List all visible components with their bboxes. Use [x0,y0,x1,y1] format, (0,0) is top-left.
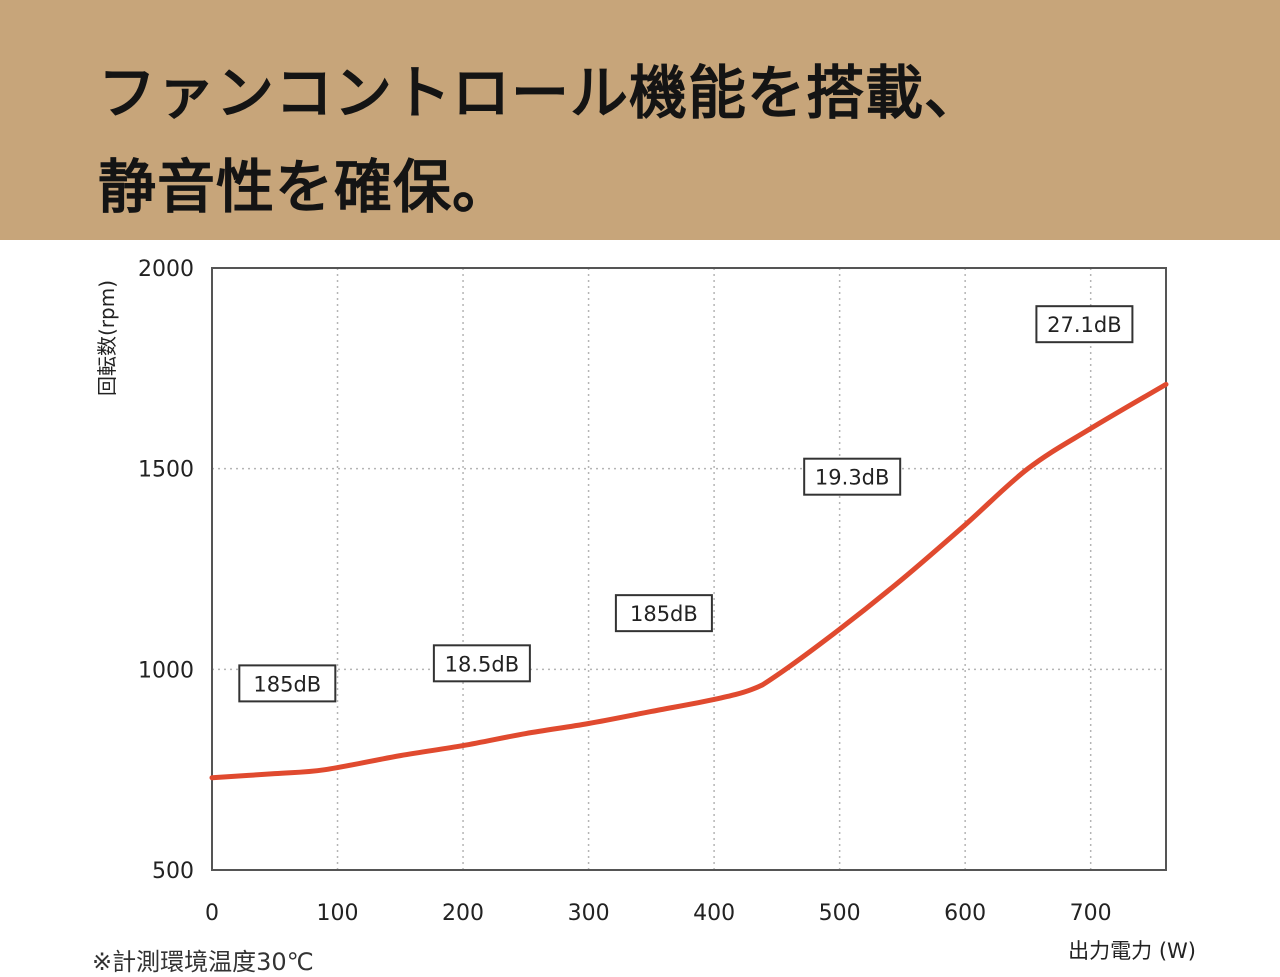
noise-level-text: 185dB [630,602,698,626]
x-tick-label: 600 [944,901,986,926]
noise-level-label: 185dB [614,594,713,633]
x-tick-label: 0 [205,901,219,926]
noise-level-box [803,457,902,496]
noise-level-text: 18.5dB [445,652,520,676]
series-layer [209,381,1169,781]
chart-grid [212,268,1166,870]
x-tick-label: 700 [1070,901,1112,926]
page-title-line-2: 静音性を確保。 [98,153,512,221]
noise-level-text: 19.3dB [815,466,890,490]
noise-level-box [238,664,337,703]
y-tick-label: 2000 [138,257,194,282]
x-tick-label: 200 [442,901,484,926]
x-tick-label: 500 [819,901,861,926]
header-banner [0,0,1280,240]
noise-level-box [614,594,713,633]
axis-ticks: 0 100 200 300 400 500 600 700 500 1000 1500 2000 [138,257,1112,926]
x-axis-label: 出力電力 (W) [1068,939,1196,963]
noise-level-text: 185dB [253,672,321,696]
annotations: 185dB 18.5dB 185dB 19.3dB 27.1dB [238,305,1134,703]
y-tick-label: 500 [152,859,194,884]
x-tick-label: 300 [568,901,610,926]
series-line [209,381,1169,781]
y-axis-label: 回転数(rpm) [95,280,119,396]
noise-level-label: 27.1dB [1035,305,1134,344]
noise-level-text: 27.1dB [1047,313,1122,337]
noise-level-box [1035,305,1134,344]
page-title-line-1: ファンコントロール機能を搭載、 [98,59,984,127]
x-tick-label: 100 [317,901,359,926]
noise-level-box [432,644,531,683]
noise-level-label: 18.5dB [432,644,531,683]
plot-frame [211,267,1167,871]
noise-level-label: 19.3dB [803,457,902,496]
y-tick-label: 1500 [138,458,194,483]
x-tick-label: 400 [693,901,735,926]
footnote: ※計測環境温度30℃ [92,948,314,976]
y-tick-label: 1000 [138,658,194,683]
noise-level-label: 185dB [238,664,337,703]
